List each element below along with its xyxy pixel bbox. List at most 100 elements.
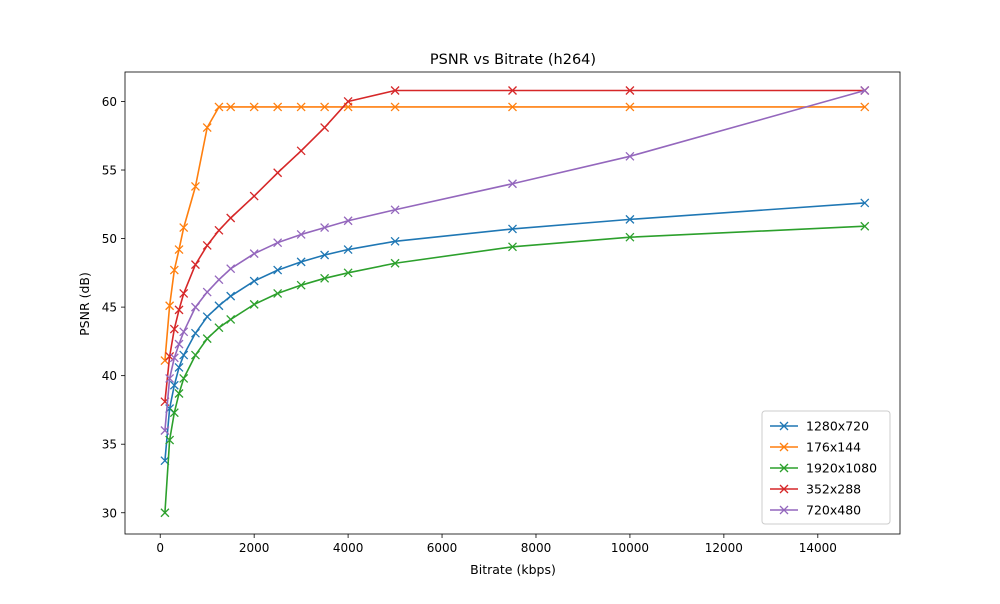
data-point — [249, 191, 259, 201]
marker-stroke — [779, 463, 789, 473]
data-point — [390, 258, 400, 268]
marker-stroke — [779, 442, 789, 452]
marker-stroke — [625, 232, 635, 242]
data-point — [179, 223, 189, 233]
marker-stroke — [390, 86, 400, 95]
x-tick-label: 8000 — [521, 541, 552, 555]
x-tick-label: 14000 — [799, 541, 837, 555]
marker-stroke — [190, 350, 200, 360]
data-point — [202, 334, 212, 344]
marker-stroke — [214, 275, 224, 285]
data-point — [226, 291, 236, 301]
marker-stroke — [320, 250, 330, 260]
marker-stroke — [174, 245, 184, 254]
axes-layer: 0 2000 4000 6000 8000 10000 12000 14000 30 35 40 45… — [102, 71, 901, 555]
marker-stroke — [202, 312, 212, 322]
data-point — [320, 123, 330, 132]
marker-stroke — [179, 373, 189, 383]
data-point — [625, 151, 635, 161]
marker-stroke — [343, 216, 353, 226]
marker-stroke — [179, 288, 189, 298]
marker-stroke — [320, 223, 330, 233]
x-tick-label: 12000 — [705, 541, 743, 555]
marker-stroke — [779, 484, 789, 494]
data-point — [343, 268, 353, 278]
marker-stroke — [508, 224, 517, 234]
legend-item: 176x144 — [770, 440, 861, 455]
marker-stroke — [160, 508, 170, 518]
plot-frame — [124, 71, 901, 535]
series-line — [164, 202, 865, 461]
x-tick-label: 0 — [156, 541, 164, 555]
series-layer — [160, 86, 870, 518]
data-point — [860, 221, 870, 231]
marker-stroke — [508, 102, 517, 112]
data-point — [296, 257, 306, 267]
data-point — [508, 224, 517, 234]
marker-stroke — [249, 299, 259, 309]
marker-stroke — [169, 353, 179, 363]
legend-marker — [779, 505, 789, 515]
marker-stroke — [860, 102, 870, 112]
marker-stroke — [169, 408, 179, 418]
legend-marker — [779, 463, 789, 473]
data-point — [860, 198, 870, 208]
series-line — [164, 89, 865, 431]
legend-item: 352x288 — [770, 482, 861, 497]
data-point — [249, 249, 259, 259]
data-point — [390, 205, 400, 215]
marker-stroke — [625, 151, 635, 161]
data-point — [249, 276, 259, 286]
data-point — [226, 102, 236, 112]
marker-stroke — [390, 236, 400, 246]
marker-stroke — [202, 287, 212, 297]
data-point — [179, 327, 189, 337]
data-point — [214, 102, 224, 112]
x-axis-label: Bitrate (kbps) — [470, 562, 556, 577]
data-point — [214, 323, 224, 333]
data-point — [860, 102, 870, 112]
marker-stroke — [390, 258, 400, 268]
data-point — [179, 288, 189, 298]
marker-stroke — [226, 213, 236, 223]
data-point — [174, 305, 184, 315]
marker-stroke — [249, 191, 259, 201]
marker-stroke — [343, 268, 353, 278]
y-tick-label: 30 — [102, 506, 117, 520]
marker-stroke — [508, 86, 517, 95]
marker-stroke — [249, 276, 259, 286]
legend-item: 720x480 — [770, 503, 861, 518]
marker-stroke — [190, 260, 200, 270]
marker-stroke — [169, 380, 179, 390]
legend-box — [761, 410, 891, 525]
marker-stroke — [860, 86, 870, 95]
data-point — [165, 373, 175, 383]
data-point — [190, 328, 200, 338]
marker-stroke — [226, 264, 236, 274]
marker-stroke — [296, 146, 306, 156]
series-1280x720 — [160, 198, 870, 466]
marker-stroke — [174, 362, 184, 372]
data-point — [169, 408, 179, 418]
marker-stroke — [169, 265, 179, 275]
marker-stroke — [202, 240, 212, 250]
marker-stroke — [214, 301, 224, 311]
marker-stroke — [625, 86, 635, 95]
data-point — [296, 280, 306, 290]
marker-stroke — [249, 249, 259, 259]
x-tick-label: 2000 — [239, 541, 270, 555]
data-point — [320, 250, 330, 260]
data-point — [390, 86, 400, 95]
data-point — [273, 102, 283, 112]
y-tick-label: 40 — [102, 369, 117, 383]
marker-stroke — [296, 257, 306, 267]
y-tick-label: 35 — [102, 438, 117, 452]
data-point — [390, 102, 400, 112]
data-point — [160, 508, 170, 518]
data-point — [249, 102, 259, 112]
y-tick-label: 60 — [102, 95, 117, 109]
marker-stroke — [214, 225, 224, 235]
marker-stroke — [508, 179, 517, 189]
